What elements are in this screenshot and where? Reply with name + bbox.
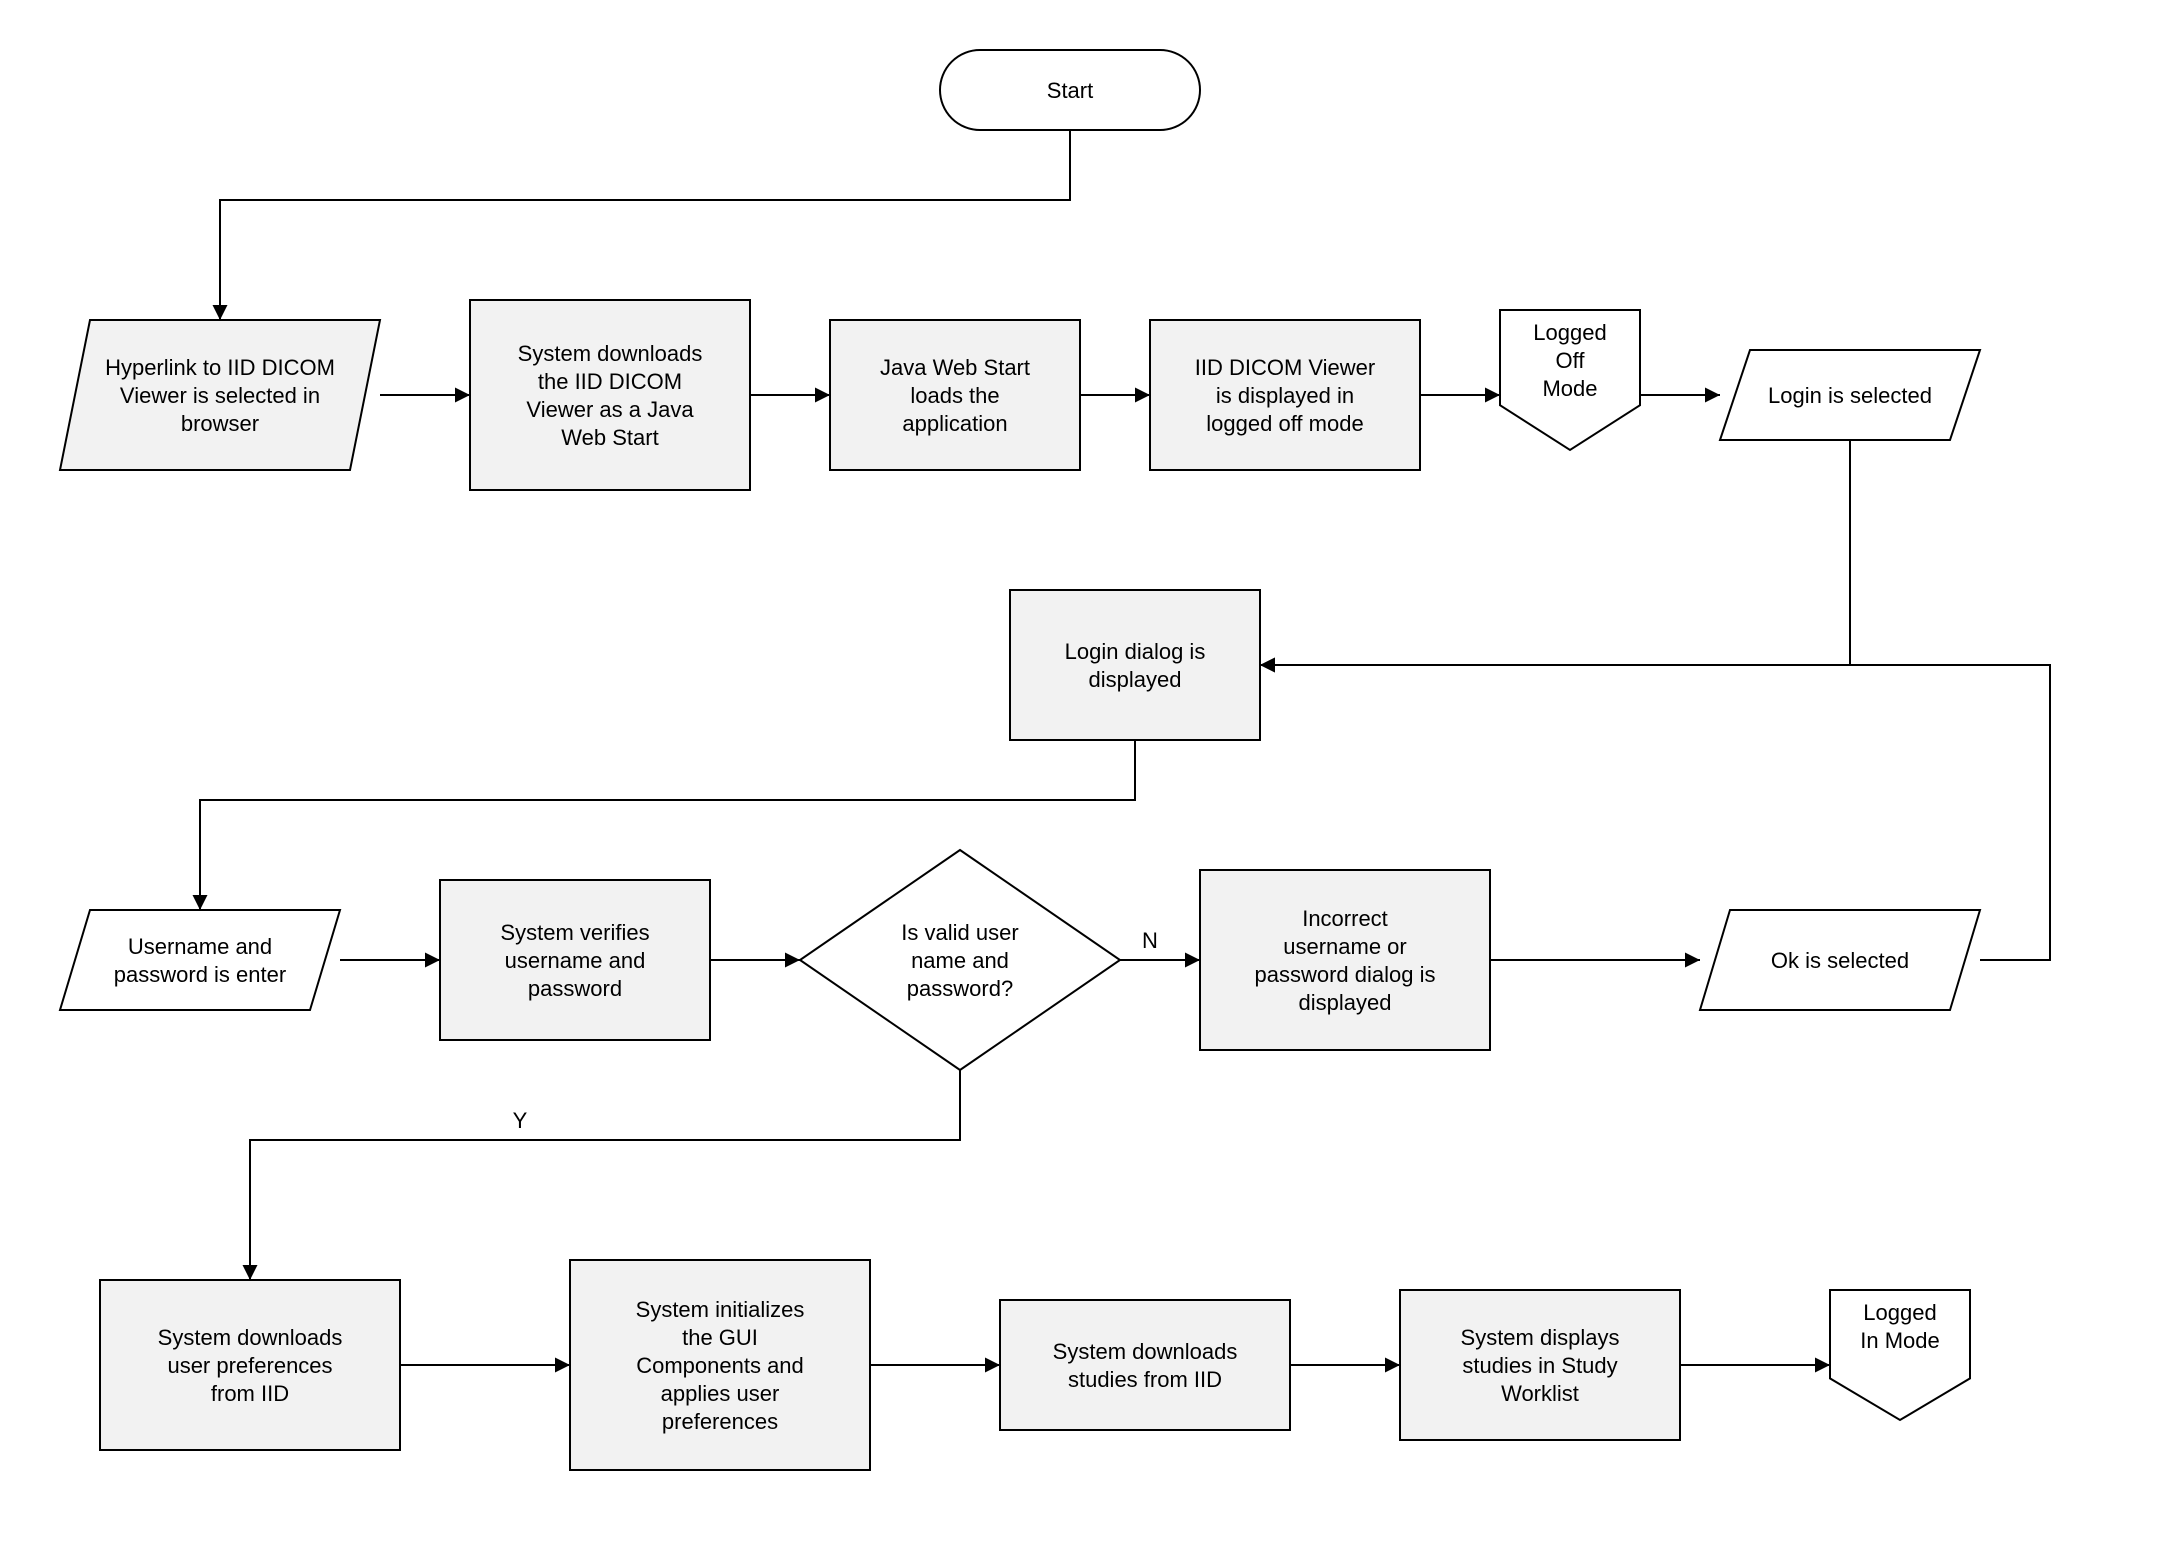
node-text: Mode [1542,376,1597,401]
node-text: username or [1283,934,1407,959]
node-text: username and [505,948,646,973]
node-text: Viewer is selected in [120,383,320,408]
edge-13 [250,1070,960,1280]
node-text: loads the [910,383,999,408]
node-text: Components and [636,1353,804,1378]
node-n8: System verifies username and password [440,880,710,1040]
node-text: Worklist [1501,1381,1579,1406]
node-text: password dialog is [1255,962,1436,987]
node-text: System downloads [518,341,703,366]
node-n4: IID DICOM Viewer is displayed in logged of… [1150,320,1420,470]
node-text: Web Start [561,425,658,450]
node-text: logged off mode [1206,411,1363,436]
node-text: In Mode [1860,1328,1940,1353]
node-text: System displays [1461,1325,1620,1350]
node-text: displayed [1089,667,1182,692]
node-text: the GUI [682,1325,758,1350]
flowchart-canvas: N Y Start Hyperlink to IID DICOM Viewer is … [0,0,2176,1555]
node-text: application [902,411,1007,436]
node-text: password is enter [114,962,286,987]
node-text: preferences [662,1409,778,1434]
node-text: is displayed in [1216,383,1354,408]
node-text: user preferences [167,1353,332,1378]
node-start: Start [940,50,1200,130]
node-n14: System displays studies in Study Worklist [1400,1290,1680,1440]
node-text: Logged [1533,320,1606,345]
edge-6 [1260,440,1850,665]
node-text: Is valid user [901,920,1018,945]
node-text: Start [1047,78,1093,103]
node-text: from IID [211,1381,289,1406]
node-text: Login dialog is [1065,639,1206,664]
node-text: Off [1556,348,1586,373]
node-text: Ok is selected [1771,948,1909,973]
node-text: the IID DICOM [538,369,682,394]
node-off: Logged Off Mode [1500,310,1640,450]
node-text: System downloads [1053,1339,1238,1364]
node-text: applies user [661,1381,780,1406]
node-text: Username and [128,934,272,959]
node-text: studies from IID [1068,1367,1222,1392]
node-text: Viewer as a Java [526,397,694,422]
node-n1: Hyperlink to IID DICOM Viewer is selected… [60,320,380,470]
node-n2: System downloads the IID DICOM Viewer as a… [470,300,750,490]
node-in: Logged In Mode [1830,1290,1970,1420]
node-text: Logged [1863,1300,1936,1325]
node-n6: Login dialog is displayed [1010,590,1260,740]
node-n13: System downloads studies from IID [1000,1300,1290,1430]
node-text: studies in Study [1462,1353,1617,1378]
node-text: Hyperlink to IID DICOM [105,355,335,380]
node-text: password? [907,976,1013,1001]
node-text: System downloads [158,1325,343,1350]
node-text: displayed [1299,990,1392,1015]
node-text: System verifies [500,920,649,945]
node-text: Incorrect [1302,906,1388,931]
edge-0 [220,130,1070,320]
node-n12: System initializes the GUI Components and a… [570,1260,870,1470]
edge-label-13: Y [513,1108,528,1133]
node-text: password [528,976,622,1001]
node-text: name and [911,948,1009,973]
edge-label-10: N [1142,928,1158,953]
node-n11: System downloads user preferences from IID [100,1280,400,1450]
node-text: IID DICOM Viewer [1195,355,1376,380]
node-text: Login is selected [1768,383,1932,408]
node-text: browser [181,411,259,436]
node-dec: Is valid user name and password? [800,850,1120,1070]
node-n5: Login is selected [1720,350,1980,440]
node-n7: Username and password is enter [60,910,340,1010]
node-n9: Incorrect username or password dialog is di… [1200,870,1490,1050]
node-text: Java Web Start [880,355,1030,380]
node-n10: Ok is selected [1700,910,1980,1010]
node-n3: Java Web Start loads the application [830,320,1080,470]
node-text: System initializes [636,1297,805,1322]
